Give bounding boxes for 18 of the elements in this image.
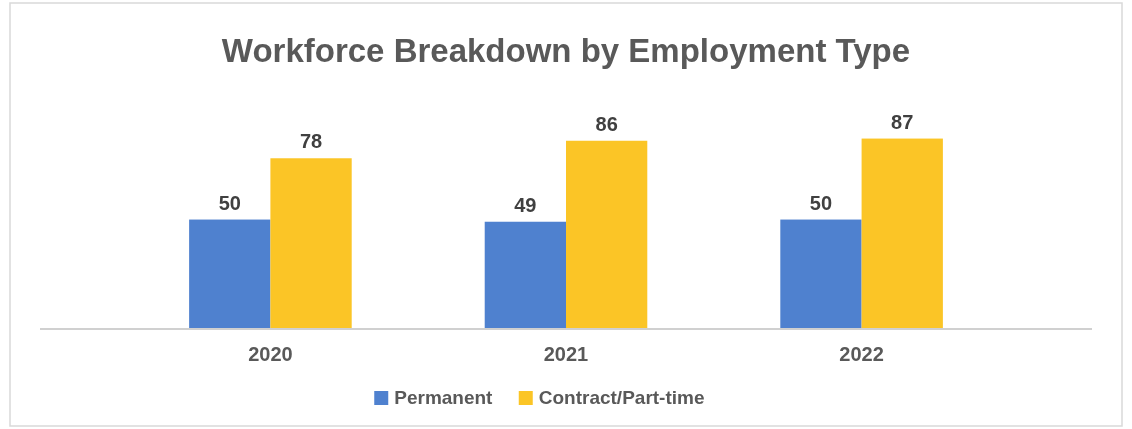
- x-tick-label: 2020: [248, 343, 293, 365]
- chart-title: Workforce Breakdown by Employment Type: [221, 32, 911, 69]
- bar: [270, 158, 352, 329]
- x-tick-label: 2021: [543, 343, 589, 365]
- bar: [861, 138, 943, 329]
- bar: [566, 140, 648, 329]
- data-label: 49: [514, 193, 537, 216]
- bar: [780, 219, 862, 329]
- legend-label: Permanent: [394, 387, 494, 408]
- x-tick-label: 2022: [839, 343, 884, 365]
- data-label: 50: [809, 191, 833, 214]
- data-label: 86: [595, 112, 618, 135]
- data-label: 87: [891, 110, 914, 133]
- data-label: 50: [218, 191, 241, 214]
- legend-label: Contract/Part-time: [538, 387, 705, 408]
- bar: [484, 221, 566, 329]
- bar: [189, 219, 271, 329]
- data-label: 78: [299, 130, 323, 153]
